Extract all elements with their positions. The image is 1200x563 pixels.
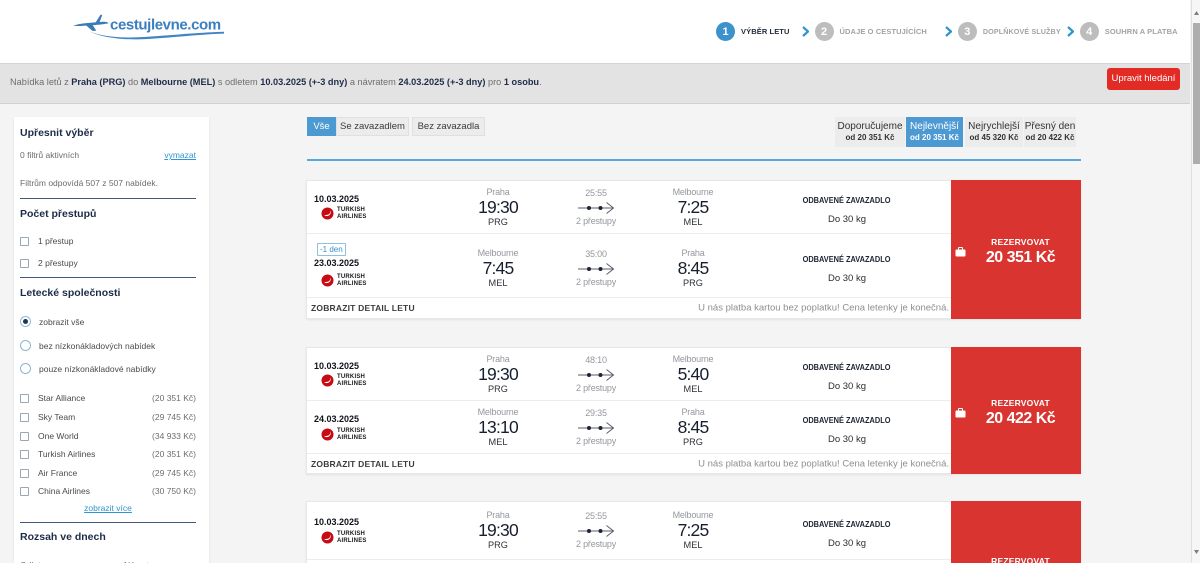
svg-text:cestujlevne.com: cestujlevne.com bbox=[110, 17, 221, 34]
